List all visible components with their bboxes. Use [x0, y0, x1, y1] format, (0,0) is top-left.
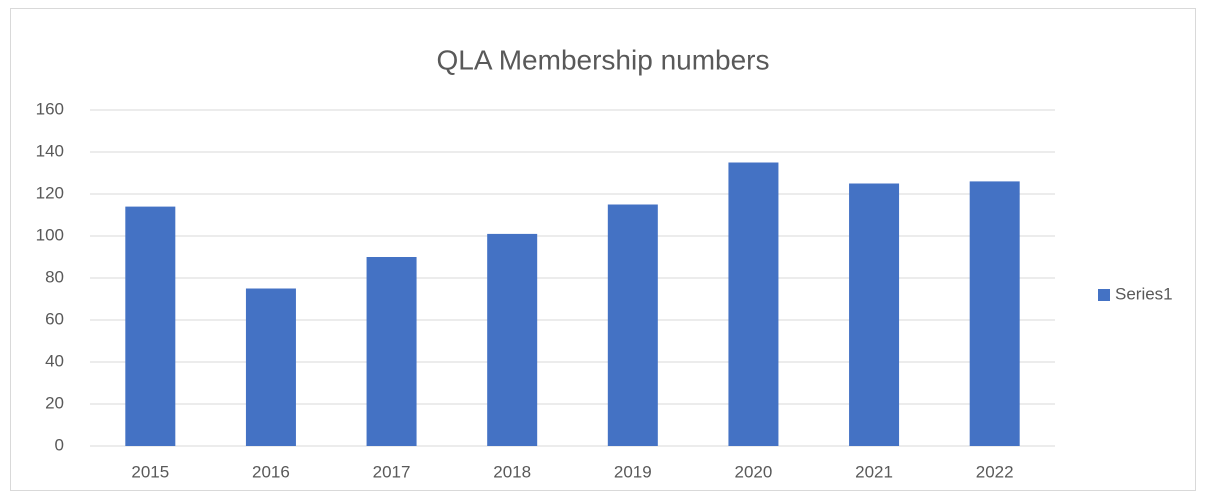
x-tick-label: 2016 — [252, 462, 290, 481]
y-tick-label: 160 — [36, 99, 64, 118]
bar — [849, 183, 900, 446]
y-tick-label: 80 — [45, 267, 64, 286]
bar — [728, 162, 779, 446]
bar — [125, 206, 176, 446]
legend-swatch — [1098, 289, 1110, 301]
y-tick-label: 100 — [36, 225, 64, 244]
x-tick-label: 2021 — [855, 462, 893, 481]
x-tick-label: 2017 — [373, 462, 411, 481]
y-tick-label: 120 — [36, 183, 64, 202]
x-tick-label: 2018 — [493, 462, 531, 481]
legend-label: Series1 — [1115, 284, 1173, 303]
x-tick-label: 2015 — [131, 462, 169, 481]
x-tick-label: 2020 — [735, 462, 773, 481]
y-tick-label: 40 — [45, 351, 64, 370]
bar — [245, 288, 296, 446]
chart-title: QLA Membership numbers — [436, 44, 769, 75]
y-tick-label: 0 — [55, 435, 64, 454]
x-tick-label: 2022 — [976, 462, 1014, 481]
bar — [487, 233, 538, 446]
bar — [366, 257, 417, 446]
y-tick-label: 60 — [45, 309, 64, 328]
y-tick-label: 140 — [36, 141, 64, 160]
y-tick-label: 20 — [45, 393, 64, 412]
bar — [969, 181, 1020, 446]
bar — [607, 204, 658, 446]
x-tick-label: 2019 — [614, 462, 652, 481]
